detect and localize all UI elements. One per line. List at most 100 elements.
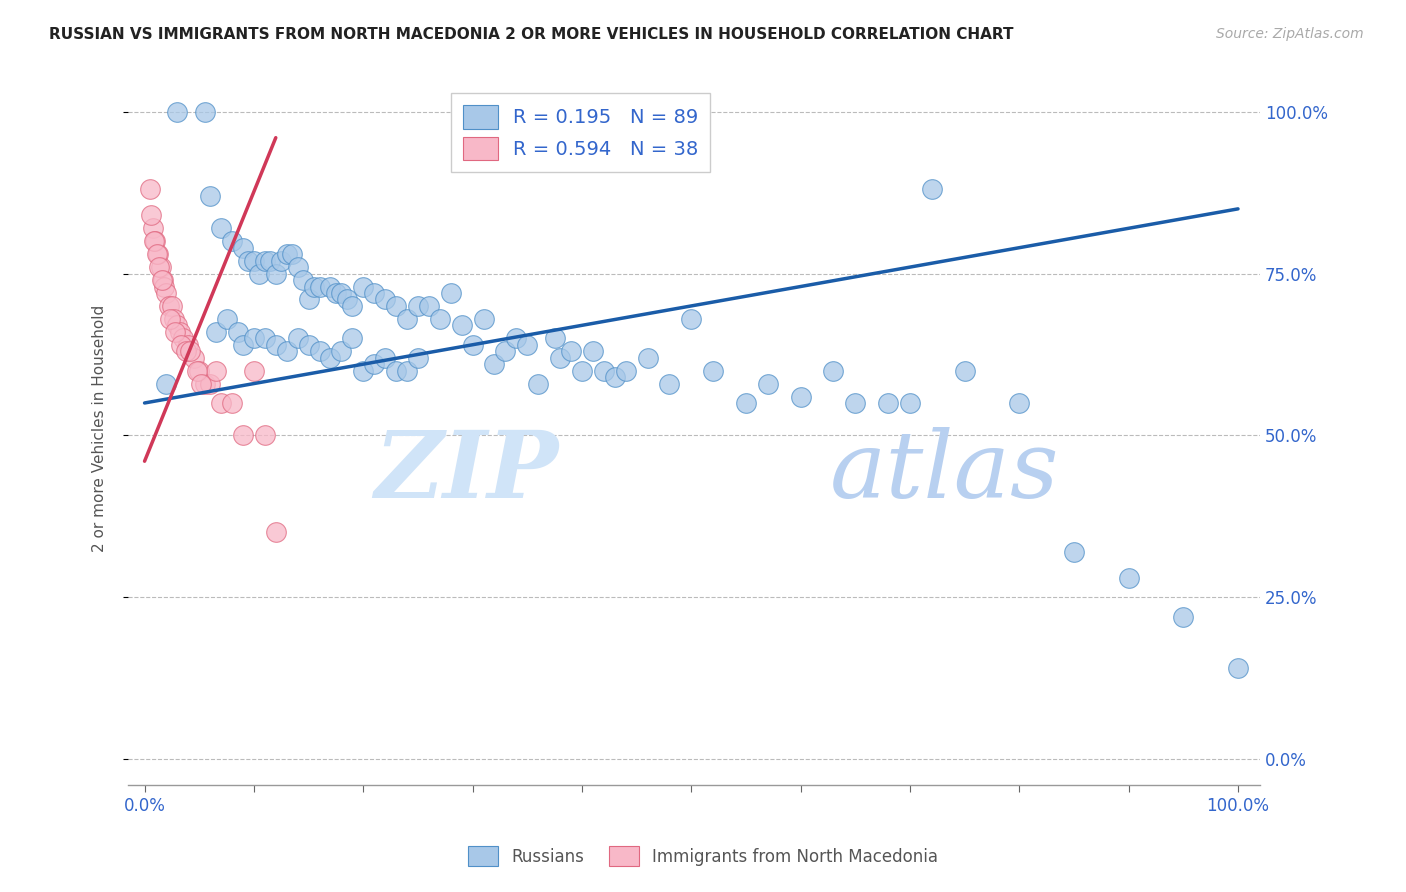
Point	[352, 279, 374, 293]
Point	[292, 273, 315, 287]
Point	[150, 273, 173, 287]
Point	[281, 247, 304, 261]
Point	[253, 253, 276, 268]
Point	[209, 221, 232, 235]
Legend: Russians, Immigrants from North Macedonia: Russians, Immigrants from North Macedoni…	[460, 838, 946, 875]
Point	[139, 208, 162, 222]
Point	[232, 337, 254, 351]
Point	[450, 318, 472, 333]
Point	[614, 364, 637, 378]
Point	[319, 351, 342, 365]
Point	[484, 357, 506, 371]
Point	[505, 331, 527, 345]
Point	[877, 396, 900, 410]
Point	[374, 351, 396, 365]
Legend: R = 0.195   N = 89, R = 0.594   N = 38: R = 0.195 N = 89, R = 0.594 N = 38	[451, 94, 710, 172]
Point	[406, 351, 429, 365]
Point	[336, 293, 359, 307]
Point	[287, 260, 309, 274]
Point	[276, 344, 298, 359]
Point	[143, 234, 166, 248]
Point	[146, 247, 169, 261]
Point	[198, 376, 221, 391]
Point	[592, 364, 614, 378]
Point	[243, 331, 266, 345]
Point	[253, 331, 276, 345]
Point	[385, 364, 408, 378]
Point	[735, 396, 758, 410]
Point	[152, 273, 174, 287]
Point	[302, 279, 325, 293]
Point	[159, 311, 181, 326]
Point	[1173, 609, 1195, 624]
Point	[297, 293, 319, 307]
Point	[232, 241, 254, 255]
Point	[527, 376, 550, 391]
Point	[756, 376, 779, 391]
Point	[276, 247, 298, 261]
Point	[560, 344, 582, 359]
Point	[342, 331, 364, 345]
Point	[325, 285, 347, 300]
Point	[163, 311, 186, 326]
Point	[172, 331, 194, 345]
Point	[259, 253, 281, 268]
Point	[319, 279, 342, 293]
Point	[221, 234, 243, 248]
Point	[330, 344, 353, 359]
Point	[243, 253, 266, 268]
Point	[155, 376, 177, 391]
Point	[516, 337, 538, 351]
Point	[406, 299, 429, 313]
Point	[165, 325, 187, 339]
Point	[921, 182, 943, 196]
Point	[898, 396, 921, 410]
Point	[352, 364, 374, 378]
Point	[215, 311, 238, 326]
Point	[204, 364, 226, 378]
Point	[226, 325, 249, 339]
Point	[166, 318, 188, 333]
Point	[1063, 545, 1085, 559]
Point	[297, 337, 319, 351]
Point	[204, 325, 226, 339]
Point	[157, 299, 180, 313]
Point	[308, 279, 330, 293]
Point	[385, 299, 408, 313]
Point	[953, 364, 976, 378]
Point	[418, 299, 440, 313]
Point	[243, 364, 266, 378]
Point	[823, 364, 845, 378]
Point	[148, 260, 170, 274]
Point	[472, 311, 495, 326]
Point	[145, 247, 167, 261]
Point	[548, 351, 571, 365]
Point	[153, 279, 176, 293]
Text: atlas: atlas	[830, 426, 1059, 516]
Point	[658, 376, 681, 391]
Point	[395, 364, 418, 378]
Point	[149, 260, 172, 274]
Point	[174, 344, 197, 359]
Point	[1008, 396, 1031, 410]
Point	[155, 285, 177, 300]
Point	[330, 285, 353, 300]
Point	[844, 396, 866, 410]
Point	[582, 344, 605, 359]
Point	[139, 182, 162, 196]
Point	[461, 337, 484, 351]
Point	[374, 293, 396, 307]
Point	[186, 364, 208, 378]
Text: Source: ZipAtlas.com: Source: ZipAtlas.com	[1216, 27, 1364, 41]
Point	[194, 376, 217, 391]
Point	[264, 267, 287, 281]
Text: RUSSIAN VS IMMIGRANTS FROM NORTH MACEDONIA 2 OR MORE VEHICLES IN HOUSEHOLD CORRE: RUSSIAN VS IMMIGRANTS FROM NORTH MACEDON…	[49, 27, 1014, 42]
Point	[395, 311, 418, 326]
Point	[264, 525, 287, 540]
Point	[637, 351, 659, 365]
Point	[264, 337, 287, 351]
Point	[1227, 661, 1250, 675]
Point	[789, 390, 811, 404]
Point	[190, 376, 212, 391]
Point	[681, 311, 703, 326]
